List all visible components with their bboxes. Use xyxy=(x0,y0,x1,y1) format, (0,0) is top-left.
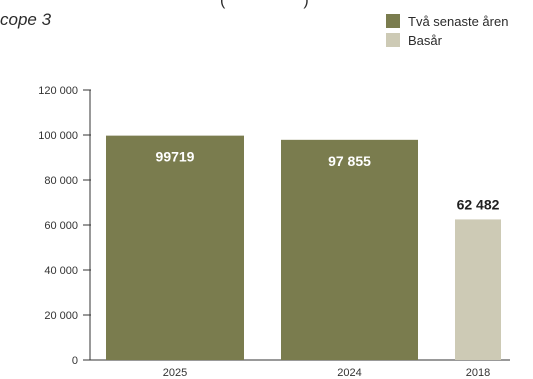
y-tick-label: 60 000 xyxy=(44,220,78,232)
top-paren-right: ) xyxy=(303,0,309,9)
x-tick-label: 2025 xyxy=(163,367,187,379)
y-tick-label: 120 000 xyxy=(38,85,78,97)
legend-swatch xyxy=(386,14,400,28)
legend-label: Två senaste åren xyxy=(408,14,508,29)
y-tick-label: 40 000 xyxy=(44,265,78,277)
bar-2025 xyxy=(106,135,244,360)
top-text-fragment: () xyxy=(220,0,309,10)
y-tick-label: 20 000 xyxy=(44,310,78,322)
bar-value-label: 62 482 xyxy=(457,196,500,212)
legend-label: Basår xyxy=(408,33,443,48)
x-tick-label: 2024 xyxy=(337,367,361,379)
y-tick-label: 80 000 xyxy=(44,175,78,187)
y-tick-label: 100 000 xyxy=(38,130,78,142)
bar-value-label: 99719 xyxy=(156,149,195,165)
top-paren-left: ( xyxy=(220,0,226,9)
x-tick-label: 2018 xyxy=(466,367,490,379)
chart-title-fragment: cope 3 xyxy=(0,10,52,29)
bar-value-label: 97 855 xyxy=(328,153,371,169)
bar-2018 xyxy=(455,219,501,360)
legend-swatch xyxy=(386,33,400,47)
y-tick-label: 0 xyxy=(72,355,78,367)
bar-2024 xyxy=(281,139,418,360)
